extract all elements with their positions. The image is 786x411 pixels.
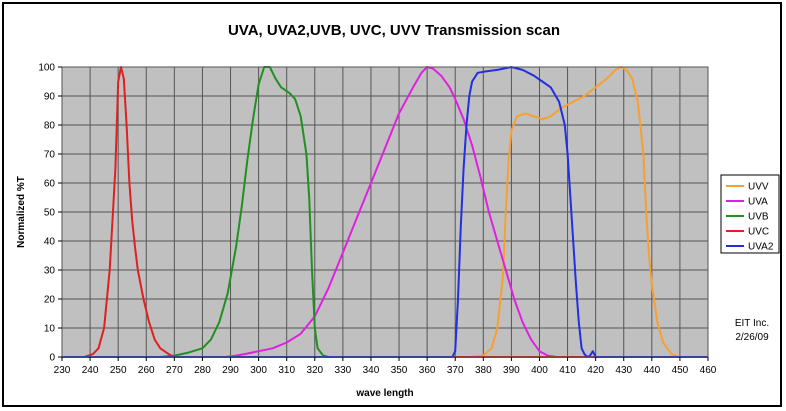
y-tick-label: 30 — [44, 266, 56, 277]
x-tick-label: 310 — [278, 365, 295, 376]
x-tick-label: 280 — [194, 365, 211, 376]
y-tick-label: 10 — [44, 324, 56, 335]
annotation: EIT Inc. 2/26/09 — [735, 318, 769, 343]
series-line-uva2 — [62, 66, 708, 358]
y-axis-label: Normalized %T — [16, 176, 27, 248]
y-tick-label: 40 — [44, 237, 56, 248]
y-tick-label: 0 — [49, 353, 55, 364]
series-line-uvc — [62, 66, 708, 358]
annotation-company: EIT Inc. — [735, 318, 769, 329]
chart-frame: UVA, UVA2,UVB, UVC, UVV Transmission sca… — [2, 2, 782, 407]
x-tick-label: 410 — [559, 365, 576, 376]
x-tick-label: 430 — [615, 365, 632, 376]
legend-label-uva2: UVA2 — [748, 242, 774, 253]
y-tick-label: 70 — [44, 150, 56, 161]
x-tick-label: 440 — [643, 365, 660, 376]
legend-box — [720, 174, 780, 254]
x-tick-label: 320 — [306, 365, 323, 376]
legend-label-uvv: UVV — [748, 182, 769, 193]
y-tick-label: 80 — [44, 121, 56, 132]
x-axis-label: wave length — [355, 388, 413, 399]
x-tick-label: 360 — [419, 365, 436, 376]
x-tick-label: 340 — [363, 365, 380, 376]
y-axis-ticks: 0 10 20 30 40 50 60 70 80 90 100 — [38, 63, 62, 364]
x-tick-label: 400 — [531, 365, 548, 376]
x-tick-label: 250 — [110, 365, 127, 376]
legend-label-uva: UVA — [748, 197, 768, 208]
series-line-uvv — [62, 66, 708, 358]
x-tick-label: 370 — [447, 365, 464, 376]
legend-label-uvc: UVC — [748, 227, 769, 238]
x-tick-label: 300 — [250, 365, 267, 376]
legend: UVV UVA UVB UVC UVA2 — [720, 174, 780, 254]
y-tick-label: 100 — [38, 63, 55, 74]
x-tick-label: 460 — [700, 365, 717, 376]
x-tick-label: 330 — [335, 365, 352, 376]
x-tick-label: 380 — [475, 365, 492, 376]
x-tick-label: 270 — [166, 365, 183, 376]
y-tick-label: 20 — [44, 295, 56, 306]
x-tick-label: 260 — [138, 365, 155, 376]
x-axis-ticks: 230 240 250 260 270 280 290 300 310 320 330 340 350 3… — [54, 357, 717, 376]
x-tick-label: 390 — [503, 365, 520, 376]
x-tick-label: 420 — [587, 365, 604, 376]
x-tick-label: 230 — [54, 365, 71, 376]
legend-label-uvb: UVB — [748, 212, 769, 223]
annotation-date: 2/26/09 — [735, 332, 769, 343]
y-tick-label: 90 — [44, 92, 56, 103]
chart-canvas: UVA, UVA2,UVB, UVC, UVV Transmission sca… — [16, 22, 780, 399]
y-tick-label: 50 — [44, 208, 56, 219]
x-tick-label: 290 — [222, 365, 239, 376]
x-tick-label: 240 — [82, 365, 99, 376]
chart-title: UVA, UVA2,UVB, UVC, UVV Transmission sca… — [228, 22, 560, 39]
x-tick-label: 450 — [672, 365, 689, 376]
y-tick-label: 60 — [44, 179, 56, 190]
x-tick-label: 350 — [391, 365, 408, 376]
